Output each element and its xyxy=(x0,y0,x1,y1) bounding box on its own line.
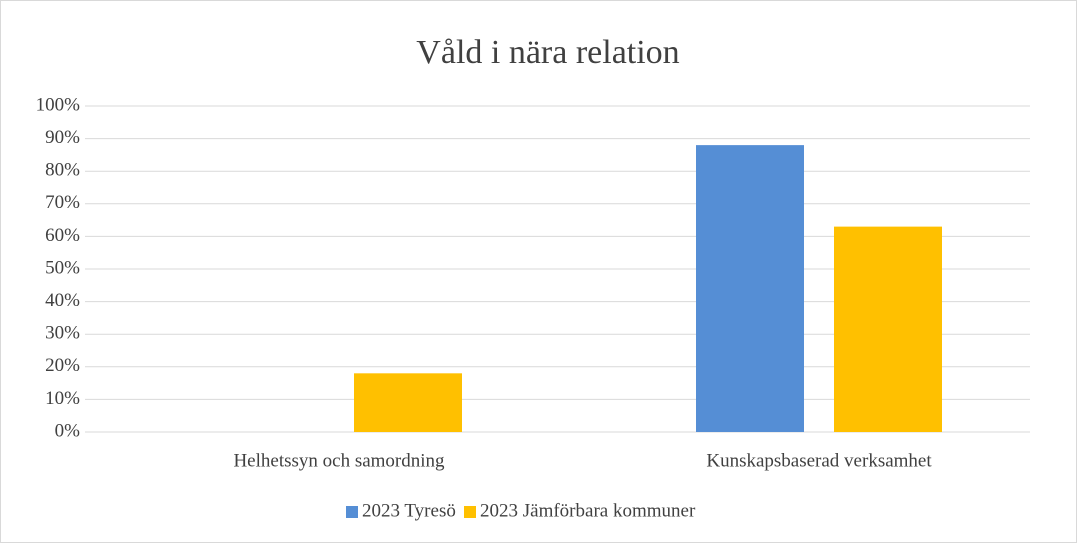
legend-swatch xyxy=(464,506,476,518)
legend-label: 2023 Jämförbara kommuner xyxy=(480,500,696,521)
y-tick-label: 20% xyxy=(45,355,80,376)
y-tick-label: 70% xyxy=(45,192,80,213)
x-tick-label: Kunskapsbaserad verksamhet xyxy=(706,450,932,471)
bar xyxy=(834,226,942,432)
legend-label: 2023 Tyresö xyxy=(362,500,456,521)
y-tick-label: 0% xyxy=(55,420,81,441)
y-tick-label: 10% xyxy=(45,388,80,409)
x-tick-label: Helhetssyn och samordning xyxy=(233,450,445,471)
y-tick-label: 30% xyxy=(45,323,80,344)
y-tick-label: 50% xyxy=(45,257,80,278)
y-tick-label: 90% xyxy=(45,127,80,148)
bar xyxy=(354,373,462,432)
y-tick-label: 100% xyxy=(36,94,81,115)
y-tick-label: 40% xyxy=(45,290,80,311)
chart-title: Våld i nära relation xyxy=(416,34,679,71)
legend-swatch xyxy=(346,506,358,518)
y-tick-label: 80% xyxy=(45,160,80,181)
y-tick-label: 60% xyxy=(45,225,80,246)
bar xyxy=(696,145,804,432)
